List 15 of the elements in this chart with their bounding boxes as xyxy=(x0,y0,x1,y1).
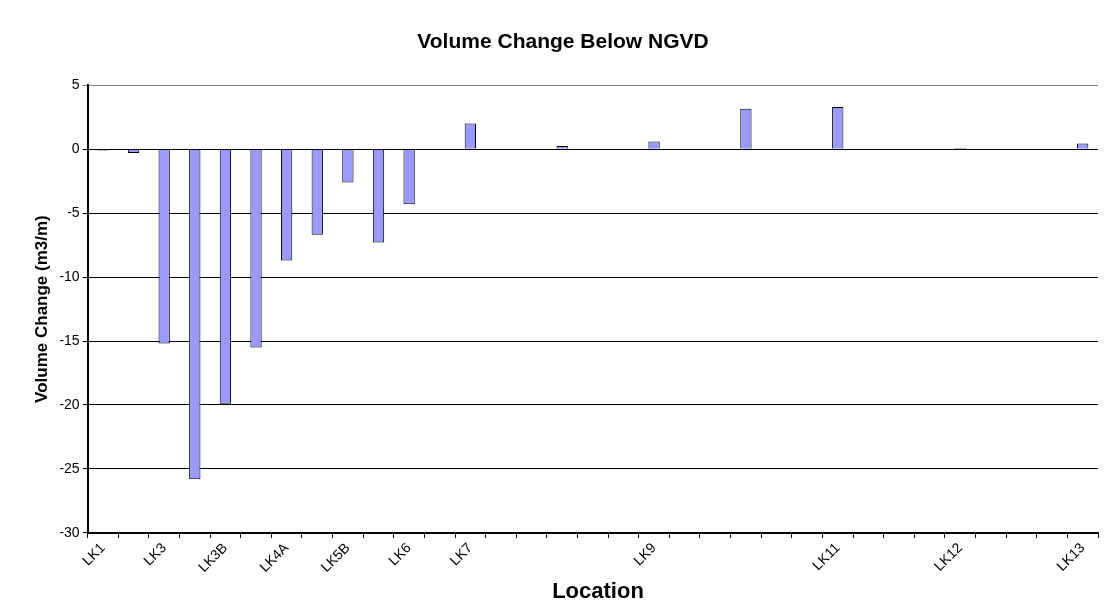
y-tick-label: -30 xyxy=(59,523,80,540)
x-tick-label: LK3 xyxy=(140,539,170,569)
y-tick-label: -10 xyxy=(59,267,80,284)
y-axis-title: Volume Change (m3/m) xyxy=(31,215,51,403)
chart-title: Volume Change Below NGVD xyxy=(417,29,709,53)
x-tick-label: LK9 xyxy=(629,539,660,569)
y-tick-label: 0 xyxy=(71,140,80,157)
x-tick-label: LK1 xyxy=(78,539,108,569)
y-tick-label: 5 xyxy=(71,76,80,93)
y-tick-label: -20 xyxy=(59,395,80,412)
x-axis-title: Location xyxy=(551,578,645,604)
y-tick-label: -5 xyxy=(67,203,80,220)
x-tick-label: LK6 xyxy=(385,539,415,569)
y-tick-label: -25 xyxy=(59,459,80,476)
y-tick-label: -15 xyxy=(59,331,80,348)
